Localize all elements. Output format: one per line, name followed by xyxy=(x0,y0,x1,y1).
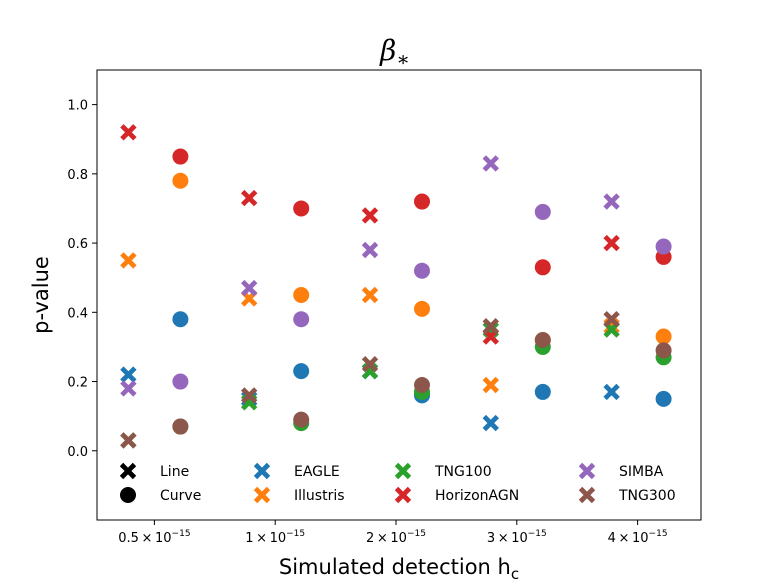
legend-marker-line xyxy=(119,462,137,480)
line-marker-horizonagn xyxy=(361,207,379,224)
line-marker-simba xyxy=(120,380,137,397)
legend-label-curve: Curve xyxy=(160,488,201,504)
curve-marker-simba xyxy=(172,373,189,390)
x-tick-label: 0.5 × 10−15 xyxy=(118,529,190,546)
curve-marker-horizonagn xyxy=(534,259,551,276)
curve-marker-illustris xyxy=(293,287,310,303)
curve-marker-simba xyxy=(534,203,551,220)
line-marker-eagle xyxy=(120,366,137,383)
legend-label-tng100: TNG100 xyxy=(434,464,492,480)
y-tick-label: 0.4 xyxy=(67,306,88,321)
curve-marker-horizonagn xyxy=(172,148,189,165)
y-tick-label: 0.6 xyxy=(67,237,88,252)
legend-marker-tng100 xyxy=(394,462,412,480)
x-tick-label: 3 × 10−15 xyxy=(487,529,547,546)
line-marker-illustris xyxy=(120,252,137,269)
line-marker-eagle xyxy=(603,383,620,401)
curve-marker-illustris xyxy=(414,300,430,317)
line-marker-simba xyxy=(603,193,620,210)
legend-marker-horizonagn xyxy=(394,486,412,504)
legend-marker-tng300 xyxy=(578,486,596,504)
curve-marker-simba xyxy=(655,238,672,255)
x-axis-label: Simulated detection hc xyxy=(279,555,519,583)
x-tick-label: 4 × 10−15 xyxy=(608,529,668,546)
line-marker-horizonagn xyxy=(120,124,137,141)
line-marker-tng300 xyxy=(120,432,137,449)
legend-marker-eagle xyxy=(253,462,271,480)
legend-label-horizonagn: HorizonAGN xyxy=(435,488,519,504)
line-marker-illustris xyxy=(482,376,499,394)
x-tick-label: 2 × 10−15 xyxy=(366,529,426,546)
line-marker-simba xyxy=(482,155,499,172)
legend-label-line: Line xyxy=(160,464,189,480)
y-tick-label: 0.2 xyxy=(67,376,88,391)
legend-label-simba: SIMBA xyxy=(619,464,664,480)
curve-marker-simba xyxy=(293,311,310,328)
line-marker-horizonagn xyxy=(241,189,258,207)
line-marker-simba xyxy=(361,241,379,259)
curve-marker-tng300 xyxy=(534,332,551,348)
curve-marker-illustris xyxy=(655,328,672,345)
x-tick-label: 1 × 10−15 xyxy=(245,529,305,546)
curve-marker-tng300 xyxy=(172,418,189,435)
curve-marker-illustris xyxy=(172,172,189,189)
legend-label-eagle: EAGLE xyxy=(294,464,340,480)
curve-marker-eagle xyxy=(655,390,672,407)
legend-marker-illustris xyxy=(253,486,271,504)
curve-marker-tng300 xyxy=(655,342,672,359)
chart-title: β∗ xyxy=(379,34,410,71)
curve-marker-eagle xyxy=(293,363,310,380)
line-marker-horizonagn xyxy=(603,234,620,252)
legend-marker-simba xyxy=(578,462,596,480)
line-marker-tng300 xyxy=(482,317,499,335)
curve-marker-tng300 xyxy=(414,377,430,393)
line-marker-simba xyxy=(241,279,258,297)
line-marker-tng300 xyxy=(603,311,620,328)
y-axis-label: p-value xyxy=(29,256,53,334)
curve-marker-horizonagn xyxy=(293,200,310,217)
legend-marker-curve xyxy=(120,487,136,503)
legend-label-illustris: Illustris xyxy=(294,488,345,504)
y-tick-label: 0.0 xyxy=(67,445,88,460)
y-tick-label: 1.0 xyxy=(67,99,88,114)
curve-marker-eagle xyxy=(534,383,551,400)
line-marker-eagle xyxy=(482,414,499,432)
line-marker-tng300 xyxy=(361,356,379,373)
line-marker-eagle xyxy=(241,390,258,408)
line-marker-tng300 xyxy=(241,387,258,404)
curve-marker-eagle xyxy=(172,311,189,328)
curve-marker-simba xyxy=(414,262,430,279)
plot-frame xyxy=(96,69,702,521)
curve-marker-tng300 xyxy=(293,411,310,428)
legend-label-tng300: TNG300 xyxy=(618,488,676,504)
line-marker-illustris xyxy=(361,286,379,304)
y-tick-label: 0.8 xyxy=(67,168,88,183)
curve-marker-horizonagn xyxy=(414,193,430,210)
